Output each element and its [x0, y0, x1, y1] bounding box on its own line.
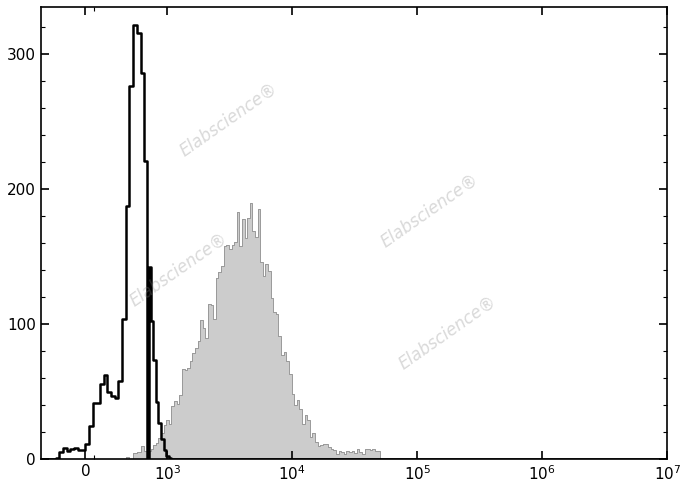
Text: Elabscience®: Elabscience® [177, 80, 281, 160]
Text: Elabscience®: Elabscience® [377, 170, 482, 251]
Text: Elabscience®: Elabscience® [127, 229, 231, 310]
Text: Elabscience®: Elabscience® [396, 293, 500, 373]
